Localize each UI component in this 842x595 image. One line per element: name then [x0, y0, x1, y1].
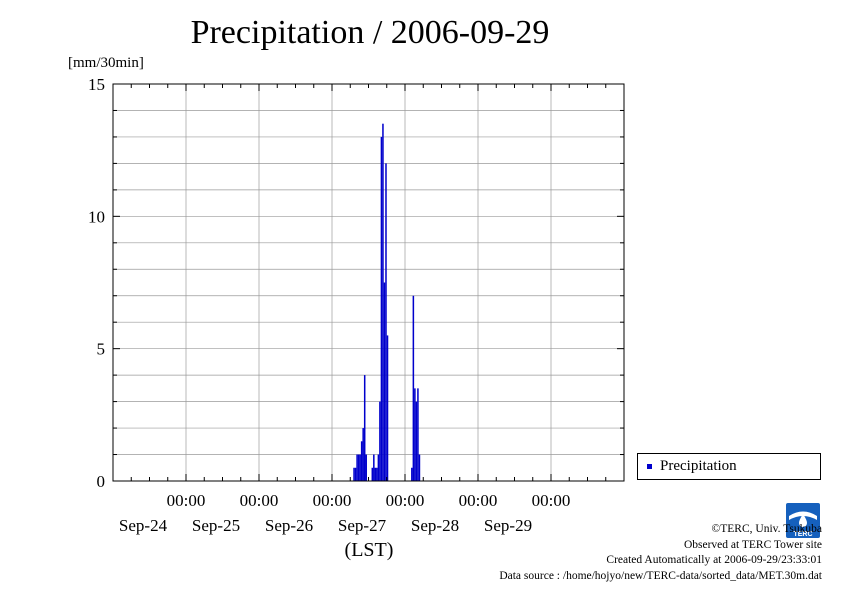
legend: Precipitation [637, 453, 821, 480]
bar [382, 123, 384, 481]
bar [357, 454, 360, 481]
grid-lines [113, 84, 624, 481]
bar [354, 467, 357, 481]
y-axis-label: [mm/30min] [68, 55, 144, 71]
bar [379, 401, 381, 481]
x-tick-time-label: 00:00 [313, 491, 352, 510]
observed-text: Observed at TERC Tower site [683, 538, 822, 551]
bar [386, 335, 389, 481]
bar [371, 467, 374, 481]
logo-text: TERC [793, 531, 812, 538]
x-axis-label: (LST) [345, 539, 394, 561]
bar [353, 467, 355, 481]
axes [112, 83, 625, 482]
bar [380, 136, 383, 481]
bar [363, 375, 366, 481]
terc-logo: TERC [786, 503, 820, 538]
bar [383, 282, 386, 481]
plot-frame [112, 83, 625, 482]
bar [365, 454, 367, 481]
legend-swatch [647, 464, 652, 469]
y-tick-label: 0 [97, 472, 106, 491]
bar [373, 454, 375, 481]
x-tick-date-label: Sep-28 [411, 516, 459, 535]
y-tick-label: 5 [97, 340, 106, 359]
created-text: Created Automatically at 2006-09-29/23:3… [606, 554, 822, 566]
x-tick-time-label: 00:00 [167, 491, 206, 510]
source-text: Data source : /home/hojyo/new/TERC-data/… [499, 569, 822, 582]
legend-label: Precipitation [660, 458, 737, 474]
bar [377, 454, 380, 481]
copyright-text: ©TERC, Univ. Tsukuba [711, 523, 822, 535]
bar [411, 467, 413, 481]
tick-labels: 05101500:00Sep-2400:00Sep-2500:00Sep-260… [88, 75, 570, 561]
y-tick-label: 10 [88, 207, 105, 226]
bar [412, 295, 415, 481]
x-tick-date-label: Sep-29 [484, 516, 532, 535]
x-tick-date-label: Sep-24 [119, 516, 168, 535]
y-tick-label: 15 [88, 75, 105, 94]
bar [385, 163, 387, 481]
bar [374, 467, 377, 481]
bar [376, 467, 378, 481]
bar [359, 454, 361, 481]
credits: ©TERC, Univ. Tsukuba Observed at TERC To… [499, 522, 822, 584]
bar [418, 454, 421, 481]
bar [414, 388, 416, 481]
chart-title: Precipitation / 2006-09-29 [190, 14, 550, 51]
bar-series [353, 123, 421, 481]
x-tick-date-label: Sep-26 [265, 516, 313, 535]
bar [356, 454, 358, 481]
x-tick-time-label: 00:00 [240, 491, 279, 510]
bar [362, 428, 364, 481]
x-tick-time-label: 00:00 [386, 491, 425, 510]
x-tick-date-label: Sep-27 [338, 516, 387, 535]
x-tick-time-label: 00:00 [532, 491, 571, 510]
bar [417, 388, 419, 481]
bar [360, 441, 363, 481]
x-tick-date-label: Sep-25 [192, 516, 240, 535]
bar [415, 401, 418, 481]
x-tick-time-label: 00:00 [459, 491, 498, 510]
